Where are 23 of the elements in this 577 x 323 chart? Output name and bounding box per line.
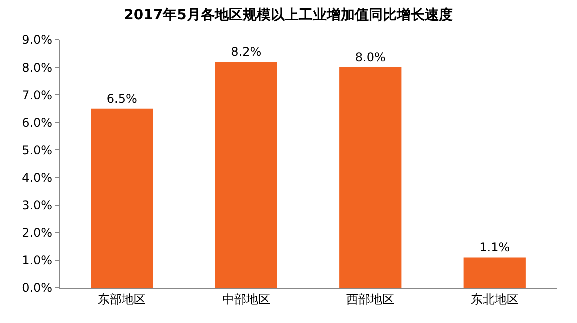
bar — [91, 108, 154, 288]
y-tick-label: 8.0% — [22, 60, 53, 75]
y-tick-label: 3.0% — [22, 198, 53, 213]
data-label: 1.1% — [480, 240, 510, 255]
x-tick-label: 东部地区 — [98, 292, 146, 306]
y-tick-label: 7.0% — [22, 88, 53, 102]
data-label: 6.5% — [106, 92, 138, 106]
bar — [340, 68, 402, 288]
y-tick-label: 1.0% — [22, 254, 53, 268]
y-tick-label: 6.0% — [22, 116, 53, 130]
data-label: 8.2% — [231, 45, 262, 60]
bar — [464, 258, 526, 288]
y-tick-label: 2.0% — [22, 226, 53, 240]
bar — [215, 62, 278, 288]
y-tick-label: 9.0% — [22, 33, 53, 48]
x-tick-label: 中部地区 — [222, 292, 270, 306]
y-tick-label: 5.0% — [22, 143, 53, 158]
chart-title: 2017年5月各地区规模以上工业增加值同比增长速度 — [124, 6, 453, 24]
y-tick-label: 4.0% — [22, 170, 53, 185]
y-tick-label: 0.0% — [22, 281, 53, 296]
x-tick-label: 东北地区 — [470, 292, 519, 306]
x-tick-label: 西部地区 — [346, 292, 395, 306]
data-label: 8.0% — [355, 50, 386, 65]
